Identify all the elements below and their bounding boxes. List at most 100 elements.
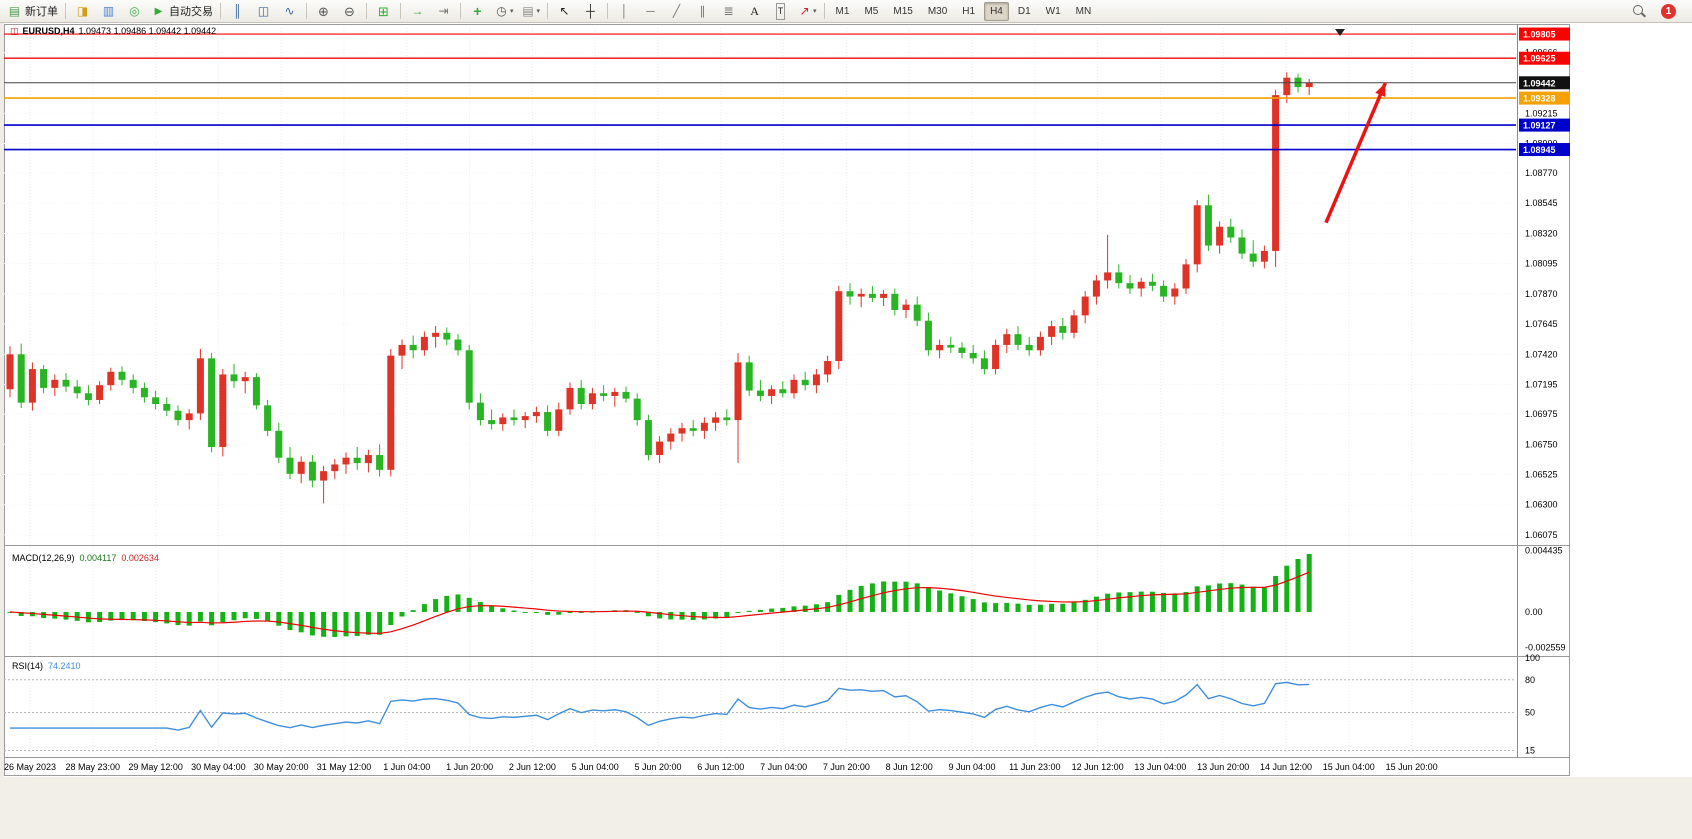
toolbar-separator	[220, 3, 221, 19]
cursor-button[interactable]	[552, 1, 577, 22]
vline-button[interactable]	[612, 1, 637, 22]
tile-windows-button[interactable]	[371, 1, 396, 22]
fibonacci-icon	[721, 4, 736, 19]
fibonacci-button[interactable]	[716, 1, 741, 22]
chart-area: 26 May 2023 28 May 23:00 29 May 12:00 30 Ma…	[0, 23, 1692, 839]
notification-badge[interactable]: 1	[1661, 3, 1676, 19]
autoscroll-button[interactable]	[405, 1, 430, 22]
svg-text:26 May 2023: 26 May 2023	[4, 762, 56, 772]
templates-button[interactable]	[518, 1, 544, 22]
svg-text:13 Jun 20:00: 13 Jun 20:00	[1197, 762, 1249, 772]
svg-text:-0.002559: -0.002559	[1525, 642, 1566, 652]
toolbar: 新订单 自动交易	[0, 0, 1692, 23]
chevron-down-icon	[537, 7, 541, 15]
toolbar-separator	[400, 3, 401, 19]
chart-symbol-icon	[10, 26, 19, 36]
hline-icon	[643, 4, 658, 19]
profile-icon	[101, 4, 116, 19]
svg-text:1 Jun 20:00: 1 Jun 20:00	[446, 762, 493, 772]
search-button[interactable]	[1627, 1, 1652, 22]
timeframe-button-m15[interactable]: M15	[893, 5, 913, 17]
current-bar-marker-icon	[1335, 29, 1345, 36]
svg-text:8 Jun 12:00: 8 Jun 12:00	[886, 762, 933, 772]
svg-text:1.07645: 1.07645	[1525, 319, 1558, 329]
indicators-button[interactable]	[465, 1, 490, 22]
search-icon	[1633, 4, 1646, 18]
svg-text:5 Jun 04:00: 5 Jun 04:00	[572, 762, 619, 772]
new-order-button[interactable]: 新订单	[4, 1, 61, 22]
autotrade-button[interactable]: 自动交易	[148, 1, 216, 22]
cursor-icon	[557, 4, 572, 19]
navigator-icon	[127, 4, 142, 19]
svg-text:7 Jun 04:00: 7 Jun 04:00	[760, 762, 807, 772]
indicators-icon	[470, 4, 485, 19]
toolbar-right: 1	[1627, 1, 1676, 22]
svg-text:30 May 04:00: 30 May 04:00	[191, 762, 246, 772]
vline-icon	[617, 4, 632, 19]
svg-text:0.004435: 0.004435	[1525, 545, 1563, 555]
macd-main-value: 0.004117	[79, 553, 117, 563]
market-watch-button[interactable]	[70, 1, 95, 22]
arrows-icon	[797, 4, 812, 19]
new-order-label: 新订单	[25, 6, 58, 18]
new-order-icon	[7, 4, 22, 19]
svg-text:1.08320: 1.08320	[1525, 228, 1558, 238]
bar-chart-icon	[230, 4, 245, 19]
rsi-layer: 100 80 50 15	[4, 653, 1540, 756]
textlabel-button[interactable]	[768, 1, 793, 22]
svg-text:5 Jun 20:00: 5 Jun 20:00	[634, 762, 681, 772]
svg-text:100: 100	[1525, 653, 1540, 663]
timeframe-button-h4[interactable]: H4	[984, 1, 1009, 21]
rsi-value: 74.2410	[48, 661, 81, 671]
macd-layer: 0.004435 0.00 -0.002559	[7, 545, 1566, 652]
svg-text:1.06525: 1.06525	[1525, 470, 1558, 480]
svg-text:1.09805: 1.09805	[1523, 30, 1556, 40]
candle-chart-button[interactable]	[251, 1, 276, 22]
toolbar-separator	[547, 3, 549, 19]
zoom-out-icon	[342, 4, 357, 19]
candlestick-chart[interactable]: 26 May 2023 28 May 23:00 29 May 12:00 30 Ma…	[4, 24, 1570, 776]
svg-text:1.09127: 1.09127	[1523, 121, 1556, 131]
macd-label: MACD(12,26,9) 0.004117 0.002634	[12, 553, 159, 563]
svg-text:1.08770: 1.08770	[1525, 168, 1558, 178]
zoom-in-button[interactable]	[311, 1, 336, 22]
hlines-layer[interactable]: 1.09805 1.09625 1.09442 1.09328 1.09127 1.089…	[4, 27, 1570, 157]
toolbar-separator	[366, 3, 367, 19]
svg-text:1.07195: 1.07195	[1525, 380, 1558, 390]
svg-text:1.06075: 1.06075	[1525, 530, 1558, 540]
templates-icon	[521, 4, 536, 19]
periods-button[interactable]	[491, 1, 517, 22]
chevron-down-icon	[813, 7, 817, 15]
svg-text:28 May 23:00: 28 May 23:00	[66, 762, 121, 772]
timeframe-button-mn[interactable]: MN	[1075, 5, 1092, 17]
svg-text:31 May 12:00: 31 May 12:00	[317, 762, 372, 772]
zoom-in-icon	[316, 4, 331, 19]
tile-windows-icon	[376, 4, 391, 19]
timeframe-button-d1[interactable]: D1	[1017, 5, 1031, 17]
profile-button[interactable]	[96, 1, 121, 22]
line-chart-button[interactable]	[277, 1, 302, 22]
hline-button[interactable]	[638, 1, 663, 22]
chart-shift-button[interactable]	[431, 1, 456, 22]
channel-button[interactable]	[690, 1, 715, 22]
text-button[interactable]	[742, 1, 767, 22]
svg-text:13 Jun 04:00: 13 Jun 04:00	[1134, 762, 1186, 772]
arrows-button[interactable]	[794, 1, 820, 22]
timeframe-button-m1[interactable]: M1	[835, 5, 850, 17]
trend-arrow[interactable]	[1324, 82, 1387, 224]
crosshair-button[interactable]	[578, 1, 603, 22]
timeframe-button-w1[interactable]: W1	[1045, 5, 1061, 17]
autotrade-label: 自动交易	[169, 6, 213, 18]
bar-chart-button[interactable]	[225, 1, 250, 22]
trend-arrow-head	[1375, 83, 1386, 98]
trendline-button[interactable]	[664, 1, 689, 22]
autotrade-icon	[151, 4, 166, 19]
rsi-name: RSI(14)	[12, 661, 44, 671]
autoscroll-icon	[410, 4, 425, 19]
navigator-button[interactable]	[122, 1, 147, 22]
timeframe-button-m30[interactable]: M30	[927, 5, 948, 17]
zoom-out-button[interactable]	[337, 1, 362, 22]
svg-text:7 Jun 20:00: 7 Jun 20:00	[823, 762, 870, 772]
timeframe-button-h1[interactable]: H1	[962, 5, 976, 17]
timeframe-button-m5[interactable]: M5	[864, 5, 879, 17]
